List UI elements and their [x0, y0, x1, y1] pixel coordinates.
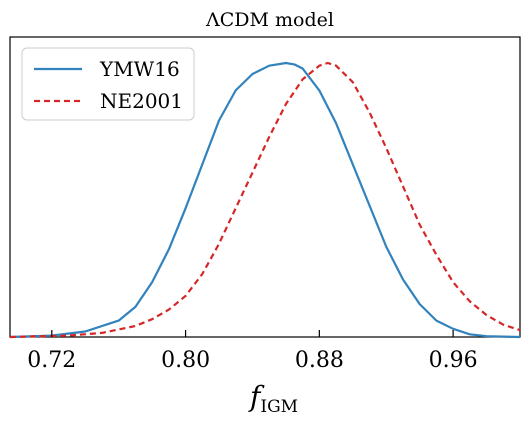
- plot-frame: [9, 36, 521, 338]
- x-axis-label-subscript: IGM: [260, 397, 298, 417]
- curves-layer: [9, 61, 521, 339]
- x-ticks: 0.72 0.80 0.88 0.96: [27, 330, 478, 373]
- x-axis-label: fIGM: [248, 380, 298, 417]
- legend-label-ne2001: NE2001: [100, 89, 183, 113]
- x-tick-label: 0.72: [27, 348, 76, 373]
- legend: YMW16 NE2001: [21, 47, 195, 121]
- x-tick-label: 0.96: [429, 348, 478, 373]
- series-line-ymw16: [9, 61, 521, 339]
- chart-title: ΛCDM model: [205, 9, 334, 31]
- x-tick-label: 0.80: [161, 348, 210, 373]
- legend-label-ymw16: YMW16: [99, 57, 180, 81]
- x-tick-label: 0.88: [295, 348, 344, 373]
- series-line-ne2001: [9, 61, 521, 339]
